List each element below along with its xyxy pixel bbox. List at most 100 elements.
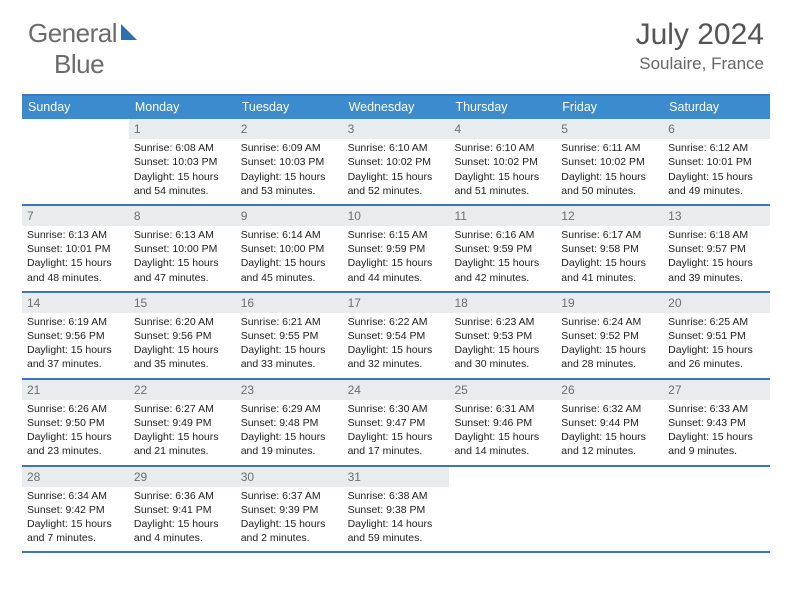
- sunrise-line: Sunrise: 6:17 AM: [561, 228, 658, 242]
- day-cell: 19Sunrise: 6:24 AMSunset: 9:52 PMDayligh…: [556, 293, 663, 378]
- sunset-line: Sunset: 10:00 PM: [134, 242, 231, 256]
- sunrise-line: Sunrise: 6:27 AM: [134, 402, 231, 416]
- day-number: 7: [22, 206, 129, 226]
- day-details: Sunrise: 6:17 AMSunset: 9:58 PMDaylight:…: [556, 226, 663, 291]
- daylight-line: Daylight: 15 hours and 42 minutes.: [454, 256, 551, 284]
- sunrise-line: Sunrise: 6:15 AM: [348, 228, 445, 242]
- sunset-line: Sunset: 9:39 PM: [241, 503, 338, 517]
- day-number: 16: [236, 293, 343, 313]
- day-cell: 13Sunrise: 6:18 AMSunset: 9:57 PMDayligh…: [663, 206, 770, 291]
- day-cell: 4Sunrise: 6:10 AMSunset: 10:02 PMDayligh…: [449, 119, 556, 204]
- sunset-line: Sunset: 9:38 PM: [348, 503, 445, 517]
- sunrise-line: Sunrise: 6:11 AM: [561, 141, 658, 155]
- day-cell: 14Sunrise: 6:19 AMSunset: 9:56 PMDayligh…: [22, 293, 129, 378]
- day-number: [22, 119, 129, 139]
- sunset-line: Sunset: 10:01 PM: [27, 242, 124, 256]
- sunrise-line: Sunrise: 6:12 AM: [668, 141, 765, 155]
- day-details: Sunrise: 6:20 AMSunset: 9:56 PMDaylight:…: [129, 313, 236, 378]
- day-number: 29: [129, 467, 236, 487]
- sunset-line: Sunset: 9:51 PM: [668, 329, 765, 343]
- sunset-line: Sunset: 9:56 PM: [27, 329, 124, 343]
- daylight-line: Daylight: 15 hours and 52 minutes.: [348, 170, 445, 198]
- sunrise-line: Sunrise: 6:24 AM: [561, 315, 658, 329]
- day-cell: [663, 467, 770, 552]
- day-cell: 23Sunrise: 6:29 AMSunset: 9:48 PMDayligh…: [236, 380, 343, 465]
- day-cell: 15Sunrise: 6:20 AMSunset: 9:56 PMDayligh…: [129, 293, 236, 378]
- day-details: Sunrise: 6:11 AMSunset: 10:02 PMDaylight…: [556, 139, 663, 204]
- daylight-line: Daylight: 15 hours and 26 minutes.: [668, 343, 765, 371]
- day-details: Sunrise: 6:25 AMSunset: 9:51 PMDaylight:…: [663, 313, 770, 378]
- day-details: Sunrise: 6:29 AMSunset: 9:48 PMDaylight:…: [236, 400, 343, 465]
- day-details: Sunrise: 6:19 AMSunset: 9:56 PMDaylight:…: [22, 313, 129, 378]
- day-details: Sunrise: 6:32 AMSunset: 9:44 PMDaylight:…: [556, 400, 663, 465]
- week-row: 28Sunrise: 6:34 AMSunset: 9:42 PMDayligh…: [22, 467, 770, 554]
- daylight-line: Daylight: 15 hours and 12 minutes.: [561, 430, 658, 458]
- sunset-line: Sunset: 10:02 PM: [561, 155, 658, 169]
- day-cell: 10Sunrise: 6:15 AMSunset: 9:59 PMDayligh…: [343, 206, 450, 291]
- sunset-line: Sunset: 9:44 PM: [561, 416, 658, 430]
- day-number: [663, 467, 770, 487]
- day-cell: 9Sunrise: 6:14 AMSunset: 10:00 PMDayligh…: [236, 206, 343, 291]
- sunset-line: Sunset: 10:00 PM: [241, 242, 338, 256]
- sunset-line: Sunset: 9:59 PM: [454, 242, 551, 256]
- sunrise-line: Sunrise: 6:33 AM: [668, 402, 765, 416]
- day-details: Sunrise: 6:09 AMSunset: 10:03 PMDaylight…: [236, 139, 343, 204]
- sunset-line: Sunset: 9:55 PM: [241, 329, 338, 343]
- daylight-line: Daylight: 15 hours and 30 minutes.: [454, 343, 551, 371]
- day-details: Sunrise: 6:15 AMSunset: 9:59 PMDaylight:…: [343, 226, 450, 291]
- week-row: 7Sunrise: 6:13 AMSunset: 10:01 PMDayligh…: [22, 206, 770, 293]
- title-block: July 2024 Soulaire, France: [636, 18, 764, 74]
- sunset-line: Sunset: 9:50 PM: [27, 416, 124, 430]
- brand-sail-icon: [119, 18, 141, 49]
- day-number: 17: [343, 293, 450, 313]
- daylight-line: Daylight: 15 hours and 33 minutes.: [241, 343, 338, 371]
- day-number: 6: [663, 119, 770, 139]
- day-number: 12: [556, 206, 663, 226]
- day-details: Sunrise: 6:36 AMSunset: 9:41 PMDaylight:…: [129, 487, 236, 552]
- sunset-line: Sunset: 10:02 PM: [454, 155, 551, 169]
- day-details: Sunrise: 6:12 AMSunset: 10:01 PMDaylight…: [663, 139, 770, 204]
- day-number: [556, 467, 663, 487]
- day-number: 1: [129, 119, 236, 139]
- sunrise-line: Sunrise: 6:13 AM: [134, 228, 231, 242]
- day-details: Sunrise: 6:16 AMSunset: 9:59 PMDaylight:…: [449, 226, 556, 291]
- day-details: Sunrise: 6:13 AMSunset: 10:00 PMDaylight…: [129, 226, 236, 291]
- day-cell: 28Sunrise: 6:34 AMSunset: 9:42 PMDayligh…: [22, 467, 129, 552]
- day-number: [449, 467, 556, 487]
- day-header: Sunday: [22, 96, 129, 119]
- day-cell: 12Sunrise: 6:17 AMSunset: 9:58 PMDayligh…: [556, 206, 663, 291]
- brand-part1: General: [28, 18, 117, 48]
- sunset-line: Sunset: 10:01 PM: [668, 155, 765, 169]
- day-number: 4: [449, 119, 556, 139]
- sunrise-line: Sunrise: 6:10 AM: [454, 141, 551, 155]
- day-number: 9: [236, 206, 343, 226]
- day-details: Sunrise: 6:10 AMSunset: 10:02 PMDaylight…: [449, 139, 556, 204]
- day-number: 20: [663, 293, 770, 313]
- sunset-line: Sunset: 9:43 PM: [668, 416, 765, 430]
- day-cell: 22Sunrise: 6:27 AMSunset: 9:49 PMDayligh…: [129, 380, 236, 465]
- day-cell: 11Sunrise: 6:16 AMSunset: 9:59 PMDayligh…: [449, 206, 556, 291]
- sunset-line: Sunset: 9:42 PM: [27, 503, 124, 517]
- day-number: 23: [236, 380, 343, 400]
- location-label: Soulaire, France: [636, 54, 764, 74]
- day-number: 10: [343, 206, 450, 226]
- sunrise-line: Sunrise: 6:14 AM: [241, 228, 338, 242]
- daylight-line: Daylight: 15 hours and 48 minutes.: [27, 256, 124, 284]
- brand-logo: General Blue: [28, 18, 141, 80]
- day-details: Sunrise: 6:14 AMSunset: 10:00 PMDaylight…: [236, 226, 343, 291]
- day-number: 31: [343, 467, 450, 487]
- day-cell: 27Sunrise: 6:33 AMSunset: 9:43 PMDayligh…: [663, 380, 770, 465]
- sunset-line: Sunset: 9:59 PM: [348, 242, 445, 256]
- daylight-line: Daylight: 15 hours and 23 minutes.: [27, 430, 124, 458]
- day-header: Friday: [556, 96, 663, 119]
- header: General Blue July 2024 Soulaire, France: [0, 0, 792, 88]
- sunrise-line: Sunrise: 6:26 AM: [27, 402, 124, 416]
- day-cell: 1Sunrise: 6:08 AMSunset: 10:03 PMDayligh…: [129, 119, 236, 204]
- day-cell: 30Sunrise: 6:37 AMSunset: 9:39 PMDayligh…: [236, 467, 343, 552]
- sunrise-line: Sunrise: 6:16 AM: [454, 228, 551, 242]
- day-number: 22: [129, 380, 236, 400]
- day-cell: 31Sunrise: 6:38 AMSunset: 9:38 PMDayligh…: [343, 467, 450, 552]
- sunrise-line: Sunrise: 6:23 AM: [454, 315, 551, 329]
- day-number: 3: [343, 119, 450, 139]
- day-number: 15: [129, 293, 236, 313]
